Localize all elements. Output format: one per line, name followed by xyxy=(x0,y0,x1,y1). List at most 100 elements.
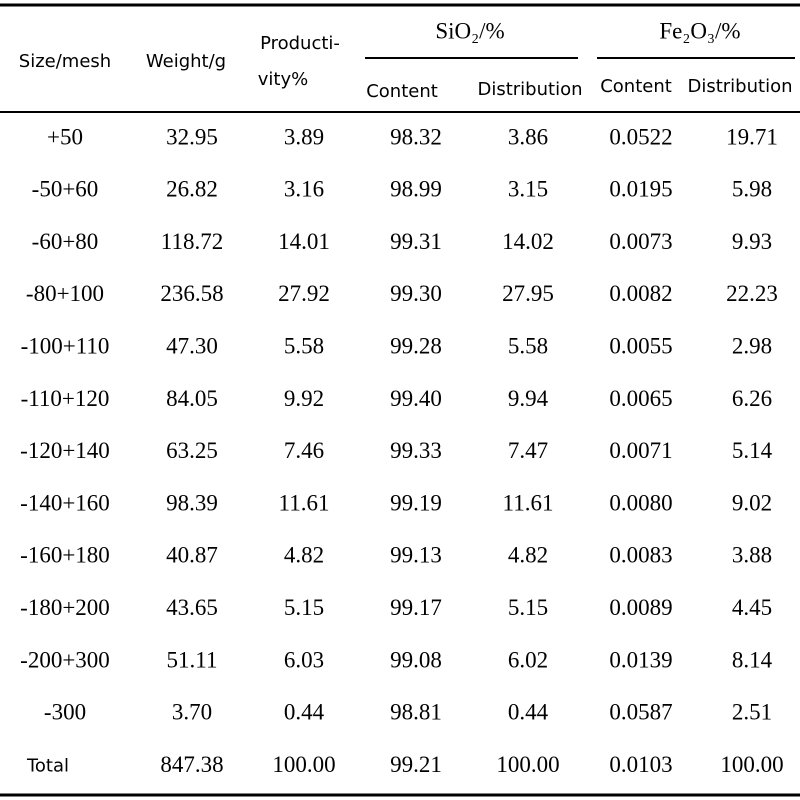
table-cell: 0.0065 xyxy=(609,386,672,411)
header-cell: vity% xyxy=(258,69,308,90)
table-cell: 9.02 xyxy=(732,490,772,515)
table-cell: 99.13 xyxy=(390,543,442,568)
table-cell: 9.93 xyxy=(732,229,772,254)
table-cell: 63.25 xyxy=(166,438,218,463)
table-cell: 4.82 xyxy=(508,543,548,568)
table-cell: 9.94 xyxy=(508,386,549,411)
table-cell: -100+110 xyxy=(21,333,110,358)
table-cell: 98.99 xyxy=(390,177,442,202)
table-cell: 100.00 xyxy=(720,752,783,777)
table-cell: 0.0089 xyxy=(609,595,672,620)
table-cell: 5.58 xyxy=(508,333,548,358)
table-cell: 0.0522 xyxy=(609,124,672,149)
header-cell: Producti- xyxy=(260,33,340,54)
table-cell: 98.81 xyxy=(390,700,442,725)
table-cell: 99.21 xyxy=(390,752,442,777)
table-cell: 4.82 xyxy=(284,543,324,568)
table-cell: 98.32 xyxy=(390,124,442,149)
table-cell: -110+120 xyxy=(21,386,110,411)
table-cell: 40.87 xyxy=(166,543,218,568)
table-cell: 0.0083 xyxy=(609,543,672,568)
table-cell: -120+140 xyxy=(20,438,110,463)
table-cell: 99.31 xyxy=(390,229,442,254)
table-cell: 0.0587 xyxy=(609,700,672,725)
table-cell: 236.58 xyxy=(160,281,223,306)
table-cell: -300 xyxy=(44,700,86,725)
header-cell: Weight/g xyxy=(146,51,226,72)
table-cell: 5.14 xyxy=(732,438,773,463)
table-cell: 3.89 xyxy=(284,124,324,149)
table-cell: 7.46 xyxy=(284,438,324,463)
table-cell: 27.92 xyxy=(278,281,330,306)
table-cell: 47.30 xyxy=(166,333,218,358)
table-cell: 5.58 xyxy=(284,333,324,358)
table-cell: 3.88 xyxy=(732,543,772,568)
table-cell: 5.98 xyxy=(732,177,772,202)
header-cell: Fe₂O₃/% xyxy=(659,18,740,43)
table-cell: 0.0103 xyxy=(609,752,672,777)
table-cell: -80+100 xyxy=(26,281,104,306)
table-cell: 3.70 xyxy=(172,700,212,725)
table-cell: 11.61 xyxy=(503,490,554,515)
table-cell: 0.0071 xyxy=(609,438,672,463)
table-cell: -200+300 xyxy=(20,647,110,672)
table-cell: 3.16 xyxy=(284,177,324,202)
table-cell: 3.86 xyxy=(508,124,548,149)
table-cell: 5.15 xyxy=(508,595,548,620)
table-cell: 3.15 xyxy=(508,177,548,202)
table-cell: Total xyxy=(26,756,69,777)
table-cell: 19.71 xyxy=(726,124,778,149)
table-cell: 6.03 xyxy=(284,647,324,672)
table-cell: 8.14 xyxy=(732,647,773,672)
table-cell: 11.61 xyxy=(279,490,330,515)
table-cell: 99.28 xyxy=(390,333,442,358)
table-cell: 0.0080 xyxy=(609,490,672,515)
header-cell: Content xyxy=(600,76,672,97)
table-cell: 99.19 xyxy=(390,490,442,515)
table-cell: 100.00 xyxy=(496,752,559,777)
table-cell: 5.15 xyxy=(284,595,324,620)
table-cell: 100.00 xyxy=(272,752,335,777)
table-cell: 99.40 xyxy=(390,386,442,411)
table-cell: 98.39 xyxy=(166,490,218,515)
header-cell: Size/mesh xyxy=(19,51,111,72)
table-cell: 6.26 xyxy=(732,386,772,411)
table-cell: 4.45 xyxy=(732,595,772,620)
table-cell: 0.0139 xyxy=(609,647,672,672)
table-cell: 14.02 xyxy=(502,229,554,254)
table-cell: 118.72 xyxy=(161,229,223,254)
table-cell: 0.44 xyxy=(508,700,549,725)
table-cell: +50 xyxy=(47,124,83,149)
table-cell: -60+80 xyxy=(32,229,99,254)
table-cell: 2.51 xyxy=(732,700,772,725)
table-cell: 6.02 xyxy=(508,647,548,672)
table-cell: -50+60 xyxy=(32,177,99,202)
table-cell: -180+200 xyxy=(20,595,110,620)
table-cell: -160+180 xyxy=(20,543,110,568)
table-cell: 0.44 xyxy=(284,700,325,725)
table-cell: 32.95 xyxy=(166,124,218,149)
table-cell: 7.47 xyxy=(508,438,548,463)
table-cell: 99.08 xyxy=(390,647,442,672)
table-cell: 14.01 xyxy=(278,229,330,254)
table-cell: -140+160 xyxy=(20,490,110,515)
table-cell: 9.92 xyxy=(284,386,324,411)
table-cell: 847.38 xyxy=(160,752,223,777)
table-cell: 99.30 xyxy=(390,281,442,306)
table-cell: 0.0195 xyxy=(609,177,672,202)
table-cell: 27.95 xyxy=(502,281,554,306)
table-cell: 51.11 xyxy=(167,647,218,672)
table-cell: 0.0055 xyxy=(609,333,672,358)
table-cell: 43.65 xyxy=(166,595,218,620)
table-cell: 0.0073 xyxy=(609,229,672,254)
header-cell: SiO₂/% xyxy=(435,18,504,43)
table-cell: 99.33 xyxy=(390,438,442,463)
table-cell: 22.23 xyxy=(726,281,778,306)
table-cell: 2.98 xyxy=(732,333,772,358)
table-cell: 26.82 xyxy=(166,177,218,202)
table-cell: 0.0082 xyxy=(609,281,672,306)
header-cell: Distribution xyxy=(687,76,792,97)
table-cell: 99.17 xyxy=(390,595,442,620)
